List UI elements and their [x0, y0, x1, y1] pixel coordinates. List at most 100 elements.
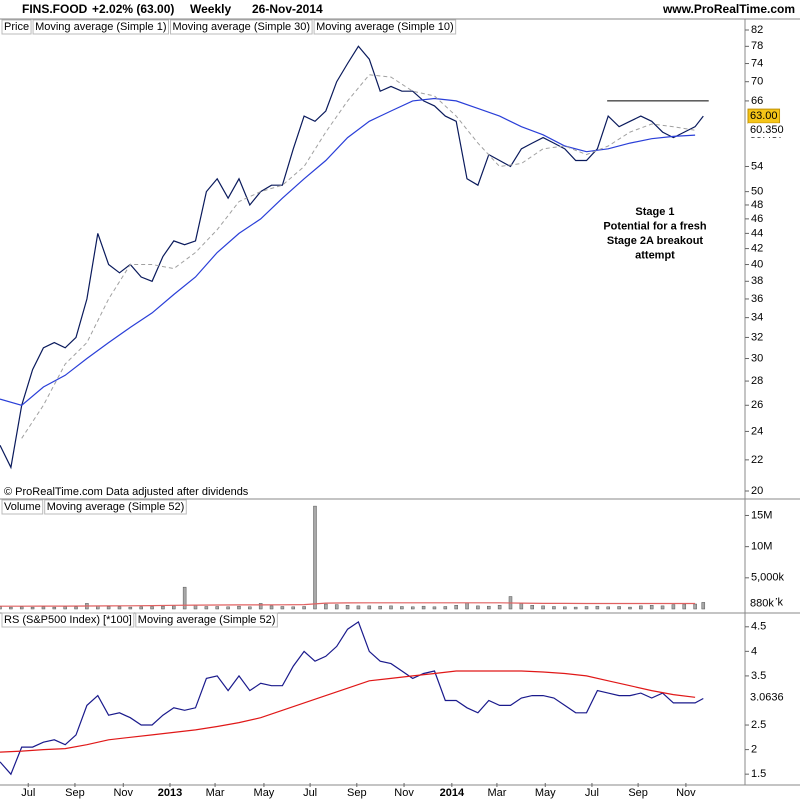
last-value-label: 60.350 [750, 124, 784, 136]
volume-bar [302, 606, 306, 610]
y-tick-label: 54 [751, 160, 763, 172]
y-tick-label: 66 [751, 95, 763, 107]
volume-bar [19, 606, 24, 610]
x-tick-label: Jul [21, 787, 35, 799]
legend-label: Moving average (Simple 10) [316, 21, 454, 33]
volume-bar [367, 605, 372, 610]
legend-label: Volume [4, 501, 41, 513]
last-value-label: 880k [750, 597, 774, 609]
annotation: Stage 1 [635, 206, 674, 218]
volume-bar [595, 605, 600, 610]
volume-bar [628, 606, 632, 610]
volume-bar [476, 605, 480, 610]
annotation: Stage 2A breakout [607, 235, 704, 247]
volume-bar [117, 606, 122, 610]
volume-bar [660, 605, 665, 610]
volume-bar [291, 606, 296, 610]
volume-bar [584, 606, 589, 610]
x-tick-label: 2014 [440, 787, 465, 799]
y-tick-label: 44 [751, 227, 763, 239]
y-tick-label: 32 [751, 331, 763, 343]
y-tick-label: 82 [751, 24, 763, 36]
legend-label: Moving average (Simple 30) [173, 21, 311, 33]
volume-bar [182, 586, 187, 610]
legend-label: Moving average (Simple 1) [35, 21, 166, 33]
series-line [0, 670, 696, 753]
volume-bar [41, 606, 46, 610]
volume-bar [682, 603, 687, 610]
series-line [0, 620, 704, 776]
volume-bar [324, 603, 328, 610]
footnote: © ProRealTime.com Data adjusted after di… [4, 486, 249, 498]
x-tick-label: Nov [113, 787, 133, 799]
volume-bar [237, 605, 241, 610]
y-tick-label: 74 [751, 57, 763, 69]
y-tick-label: 34 [751, 312, 763, 324]
last-value-box [748, 596, 776, 611]
volume-bar [128, 606, 133, 610]
y-tick-label: 3.5 [751, 670, 766, 682]
volume-bar [443, 606, 448, 610]
volume-bar [172, 605, 176, 610]
x-tick-label: Jul [303, 787, 317, 799]
y-tick-label: 22 [751, 454, 763, 466]
last-value-label: 63.00 [750, 110, 778, 122]
date: 26-Nov-2014 [252, 2, 323, 16]
y-tick-label: 1.5 [751, 768, 766, 780]
volume-bar [258, 603, 263, 610]
volume-bar [552, 606, 556, 610]
volume-bar [9, 606, 13, 610]
volume-bar [193, 605, 198, 610]
x-tick-label: Mar [487, 787, 506, 799]
annotation: attempt [635, 249, 675, 261]
volume-bar [541, 605, 545, 610]
volume-bar [280, 606, 285, 610]
volume-bar [313, 505, 317, 610]
volume-bar [226, 606, 230, 610]
volume-bar [563, 606, 567, 610]
volume-bar [389, 605, 393, 610]
y-tick-label: 38 [751, 275, 763, 287]
volume-bar [454, 605, 458, 610]
period: Weekly [190, 2, 231, 16]
y-tick-label: 26 [751, 399, 763, 411]
volume-bar [649, 605, 654, 610]
series-line [0, 602, 696, 607]
volume-bar [215, 606, 219, 610]
volume-bar [378, 605, 382, 610]
volume-bar [139, 606, 143, 610]
series-line [0, 45, 704, 470]
legend-box [135, 612, 278, 628]
legend-box [32, 19, 170, 35]
y-tick-label: 15M [751, 509, 772, 521]
volume-bar [606, 606, 610, 610]
y-tick-label: 28 [751, 375, 763, 387]
legend-box [44, 499, 187, 515]
y-tick-label: 78 [751, 40, 763, 52]
y-tick-label: 70 [751, 76, 763, 88]
x-tick-label: Jul [585, 787, 599, 799]
volume-bar [701, 602, 706, 610]
volume-bar [106, 606, 111, 610]
last-value-label: 3.0636 [750, 691, 784, 703]
legend-label: Price [4, 21, 29, 33]
legend-box [170, 19, 313, 35]
volume-bar [465, 602, 469, 610]
legend-label: Moving average (Simple 52) [47, 501, 185, 513]
volume-bar [693, 603, 697, 610]
volume-bar [269, 605, 274, 610]
y-tick-label: 46 [751, 213, 763, 225]
y-tick-label: 5,000k [751, 572, 785, 584]
volume-bar [639, 605, 643, 610]
y-tick-label: 2.5 [751, 719, 766, 731]
site: www.ProRealTime.com [662, 2, 795, 16]
x-tick-label: May [535, 787, 556, 799]
x-tick-label: Sep [628, 787, 648, 799]
series-line [0, 97, 696, 406]
volume-bar [573, 606, 578, 610]
volume-bar [345, 605, 350, 610]
legend-label: Moving average (Simple 52) [138, 614, 276, 626]
last-value-box [748, 123, 786, 138]
change: +2.02% (63.00) [92, 2, 174, 16]
y-tick-label: 42 [751, 242, 763, 254]
